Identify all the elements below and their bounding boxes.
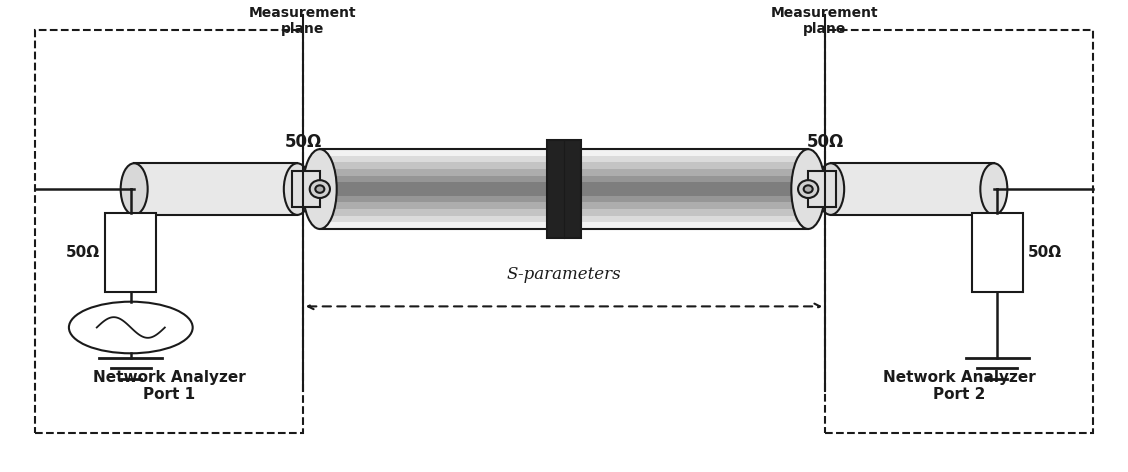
Bar [578,196,808,202]
Bar [320,196,550,202]
Bar [578,183,808,189]
Bar [320,222,550,229]
Text: Measurement
plane: Measurement plane [249,6,356,36]
Bar [292,171,320,207]
Bar [825,30,1093,433]
Text: 50Ω: 50Ω [65,245,100,260]
Bar [320,149,550,229]
Bar [320,156,550,162]
Text: Network Analyzer
Port 1: Network Analyzer Port 1 [92,370,246,402]
Ellipse shape [980,163,1007,215]
Bar [578,162,808,169]
Bar [578,216,808,222]
Bar [35,30,303,433]
Bar [808,171,836,207]
Bar [320,162,550,169]
Bar [320,202,550,209]
Ellipse shape [284,163,311,215]
Bar [578,222,808,229]
Bar [578,149,808,229]
Bar [106,212,156,292]
Text: 50Ω: 50Ω [807,133,844,151]
Text: Measurement
plane: Measurement plane [772,6,879,36]
Ellipse shape [303,149,336,229]
Bar [578,209,808,216]
Ellipse shape [792,149,825,229]
Bar [547,140,581,238]
Text: 50Ω: 50Ω [1028,245,1063,260]
Ellipse shape [310,180,331,198]
Ellipse shape [803,185,812,193]
Ellipse shape [817,163,844,215]
Bar [578,149,808,156]
Bar [578,169,808,176]
Bar [578,176,808,183]
Text: Network Analyzer
Port 2: Network Analyzer Port 2 [882,370,1036,402]
Bar [972,212,1022,292]
Text: S-parameters: S-parameters [506,266,622,283]
Bar [320,176,550,183]
Bar [578,202,808,209]
Text: 50Ω: 50Ω [284,133,321,151]
Circle shape [69,302,193,354]
Bar [320,183,550,189]
Bar [320,209,550,216]
Bar [320,149,550,156]
Ellipse shape [797,180,818,198]
Bar [320,216,550,222]
Ellipse shape [316,185,325,193]
Bar [320,149,550,229]
Bar [578,189,808,196]
Bar [134,163,298,215]
Ellipse shape [121,163,148,215]
Bar [320,169,550,176]
Bar [830,163,994,215]
Bar [578,149,808,229]
Bar [320,189,550,196]
Bar [578,156,808,162]
